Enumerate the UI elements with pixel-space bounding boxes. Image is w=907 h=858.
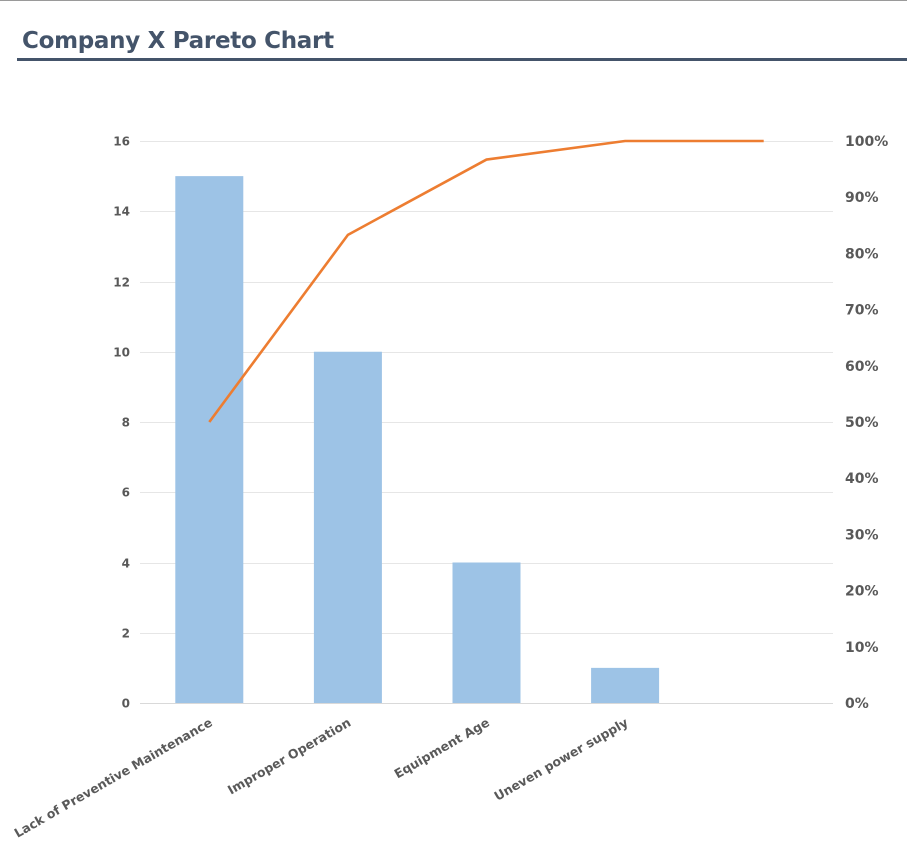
chart-title: Company X Pareto Chart: [22, 28, 334, 54]
bar: [175, 176, 244, 703]
left-axis-tick-label: 16: [113, 135, 130, 149]
bar: [452, 562, 521, 703]
bar-series: [175, 176, 660, 703]
left-axis-labels: 0 2 4 6 8 10 12 14 16: [113, 135, 130, 711]
right-axis-tick-label: 80%: [845, 246, 879, 262]
left-axis-tick-label: 8: [122, 416, 130, 430]
top-border: [0, 0, 907, 1]
category-label: Improper Operation: [225, 715, 353, 798]
cumulative-line: [208, 139, 764, 423]
title-underline: [17, 58, 907, 61]
bar: [313, 351, 382, 703]
cumulative-line-series: [208, 139, 764, 423]
bar: [591, 667, 660, 703]
right-axis-tick-label: 20%: [845, 584, 879, 600]
right-axis-tick-label: 100%: [845, 134, 888, 150]
category-axis-labels: Lack of Preventive Maintenance Improper O…: [12, 715, 631, 841]
category-label: Lack of Preventive Maintenance: [12, 715, 215, 841]
right-axis-labels: 0% 10% 20% 30% 40% 50% 60% 70% 80% 90% 100%: [845, 134, 888, 712]
category-label: Equipment Age: [391, 715, 492, 782]
right-axis-tick-label: 10%: [845, 640, 879, 656]
category-label: Uneven power supply: [491, 715, 630, 804]
left-axis-tick-label: 0: [122, 697, 130, 711]
left-axis-tick-label: 10: [113, 346, 130, 360]
right-axis-tick-label: 40%: [845, 471, 879, 487]
right-axis-tick-label: 50%: [845, 415, 879, 431]
left-axis-tick-label: 12: [113, 276, 130, 290]
right-axis-tick-label: 90%: [845, 190, 879, 206]
left-axis-tick-label: 2: [122, 627, 130, 641]
left-axis-tick-label: 6: [122, 486, 130, 500]
right-axis-tick-label: 60%: [845, 359, 879, 375]
right-axis-tick-label: 70%: [845, 303, 879, 319]
left-axis-tick-label: 14: [113, 205, 130, 219]
left-axis-tick-label: 4: [122, 557, 130, 571]
right-axis-tick-label: 0%: [845, 696, 869, 712]
right-axis-tick-label: 30%: [845, 527, 879, 543]
